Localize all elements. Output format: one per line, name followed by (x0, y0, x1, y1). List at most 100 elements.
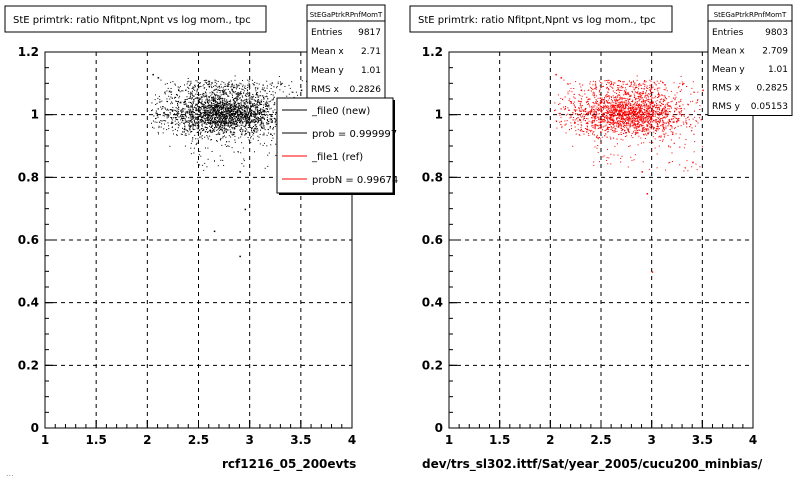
data-point (597, 116, 599, 118)
data-point (594, 105, 596, 107)
data-point (632, 124, 634, 126)
data-point (666, 103, 668, 105)
data-point (193, 124, 194, 126)
data-point (268, 101, 270, 103)
data-point (237, 94, 239, 96)
data-point (256, 106, 258, 108)
data-point (266, 122, 268, 124)
data-point (237, 106, 239, 108)
data-point (195, 113, 197, 115)
data-point (215, 113, 217, 114)
data-point (595, 125, 597, 127)
data-point (635, 114, 637, 116)
data-point (221, 113, 223, 115)
data-point (220, 118, 222, 120)
data-point (605, 112, 607, 114)
data-point (655, 95, 657, 97)
data-point (192, 110, 193, 112)
data-point (224, 103, 226, 105)
data-point (182, 118, 184, 119)
legend-label: prob = 0.999997 (312, 129, 397, 140)
data-point (192, 138, 194, 140)
data-point (204, 81, 206, 83)
data-point (657, 94, 659, 96)
data-point (234, 100, 235, 102)
data-point (262, 108, 264, 110)
data-point (266, 87, 268, 89)
data-point (260, 115, 261, 117)
data-point (219, 114, 221, 117)
data-point (240, 110, 242, 112)
data-point (654, 138, 656, 140)
data-point (219, 95, 221, 97)
data-point (616, 109, 618, 111)
data-point (630, 83, 632, 85)
data-point (633, 127, 635, 129)
data-point (224, 106, 226, 108)
data-point (601, 111, 603, 113)
data-point (250, 105, 252, 107)
data-point (246, 110, 248, 112)
data-point (245, 117, 247, 119)
data-point (200, 113, 202, 115)
data-point (235, 102, 237, 104)
data-point (216, 91, 218, 93)
data-point (236, 112, 238, 113)
data-point (598, 121, 600, 123)
data-point (202, 107, 204, 109)
data-point (232, 114, 234, 116)
data-point (231, 88, 233, 90)
data-point (641, 111, 643, 113)
data-point (262, 125, 264, 127)
data-point (613, 115, 614, 117)
data-point (231, 134, 233, 136)
data-point (203, 96, 205, 98)
data-point (277, 83, 279, 85)
data-point (601, 106, 602, 107)
data-point (636, 124, 638, 126)
data-point (253, 84, 255, 86)
data-point (605, 124, 607, 126)
data-point (629, 125, 631, 127)
data-point (257, 113, 259, 115)
data-point (254, 117, 256, 118)
data-point (226, 99, 228, 101)
data-point (625, 114, 627, 116)
data-point (662, 114, 663, 116)
data-point (216, 117, 218, 119)
data-point (227, 107, 229, 109)
data-point (211, 139, 212, 141)
data-point (252, 131, 254, 133)
data-point (607, 81, 609, 83)
data-point (575, 81, 577, 83)
data-point (190, 131, 192, 133)
data-point (169, 112, 171, 113)
data-point (209, 96, 210, 98)
data-point (608, 110, 610, 112)
data-point (199, 115, 200, 117)
data-point (214, 120, 216, 122)
data-point (244, 109, 246, 111)
data-point (224, 113, 225, 115)
data-point (217, 116, 219, 118)
data-point (621, 120, 623, 122)
data-point (666, 109, 667, 111)
data-point (227, 108, 229, 110)
data-point (200, 128, 202, 130)
data-point (645, 130, 647, 132)
data-point (247, 105, 249, 107)
data-point (229, 106, 231, 108)
data-point (618, 114, 619, 116)
data-point (699, 117, 700, 119)
data-point (198, 106, 200, 107)
data-point (195, 117, 197, 119)
data-point (623, 121, 625, 123)
data-point (201, 96, 203, 98)
data-point (195, 97, 197, 99)
data-point (569, 117, 571, 119)
data-point (276, 86, 278, 87)
data-point (626, 105, 628, 107)
data-point (235, 126, 236, 128)
data-point (188, 124, 190, 126)
data-point (217, 99, 218, 100)
